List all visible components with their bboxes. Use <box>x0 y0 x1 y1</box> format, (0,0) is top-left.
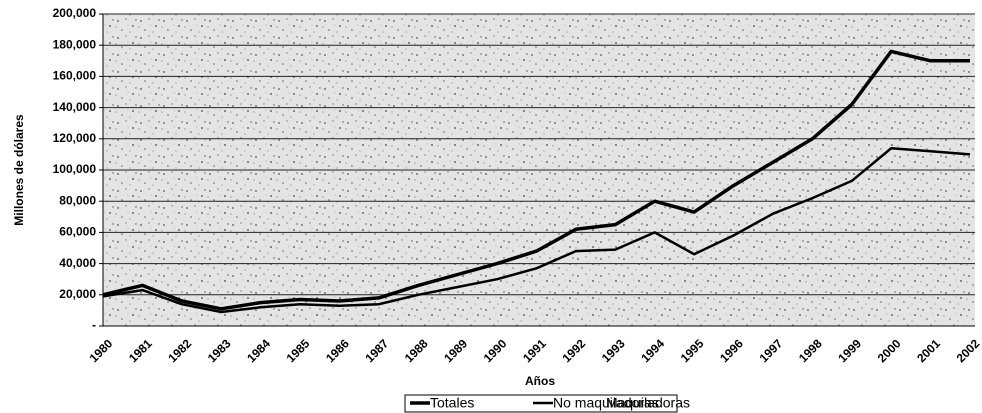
x-tick-label: 1994 <box>638 336 667 365</box>
x-tick-label: 1995 <box>678 336 707 365</box>
legend-label: Totales <box>430 395 474 411</box>
y-tick-label: 180,000 <box>53 37 97 51</box>
x-tick-label: 1986 <box>323 336 352 365</box>
x-tick-label: 1991 <box>520 336 549 365</box>
x-tick-label: 1981 <box>126 336 155 365</box>
y-tick-label: - <box>92 318 96 332</box>
y-tick-label: 120,000 <box>53 131 97 145</box>
y-tick-label: 40,000 <box>59 256 96 270</box>
y-tick-label: 20,000 <box>59 287 96 301</box>
x-tick-label: 1989 <box>441 336 470 365</box>
x-tick-label: 1990 <box>481 336 510 365</box>
line <box>102 146 971 314</box>
x-tick-label: 1999 <box>835 336 864 365</box>
legend-label: No maquiladoras <box>553 395 659 411</box>
x-tick-label: 1988 <box>402 336 431 365</box>
x-tick-label: 1996 <box>717 336 746 365</box>
y-tick-label: 160,000 <box>53 69 97 83</box>
x-axis-label: Años <box>525 374 555 388</box>
x-tick-label: 1998 <box>796 336 825 365</box>
x-tick-label: 1987 <box>362 336 391 365</box>
x-tick-label: 1984 <box>244 336 273 365</box>
y-tick-label: 200,000 <box>53 6 97 20</box>
x-tick-label: 2001 <box>914 336 943 365</box>
x-tick-label: 1993 <box>599 336 628 365</box>
y-tick-label: 60,000 <box>59 225 96 239</box>
y-tick-label: 100,000 <box>53 162 97 176</box>
y-axis-label: Millones de dólares <box>12 114 26 226</box>
x-tick-label: 2000 <box>875 336 904 365</box>
x-tick-label: 1985 <box>284 336 313 365</box>
x-tick-label: 2002 <box>954 336 982 365</box>
line <box>102 49 970 311</box>
legend-label: Maquiladoras <box>606 395 690 411</box>
y-tick-label: 140,000 <box>53 100 97 114</box>
x-tick-label: 1997 <box>757 336 786 365</box>
y-tick-label: 80,000 <box>59 193 96 207</box>
x-tick-label: 1980 <box>87 336 116 365</box>
x-tick-label: 1992 <box>559 336 588 365</box>
x-tick-label: 1983 <box>205 336 234 365</box>
x-tick-label: 1982 <box>165 336 194 365</box>
